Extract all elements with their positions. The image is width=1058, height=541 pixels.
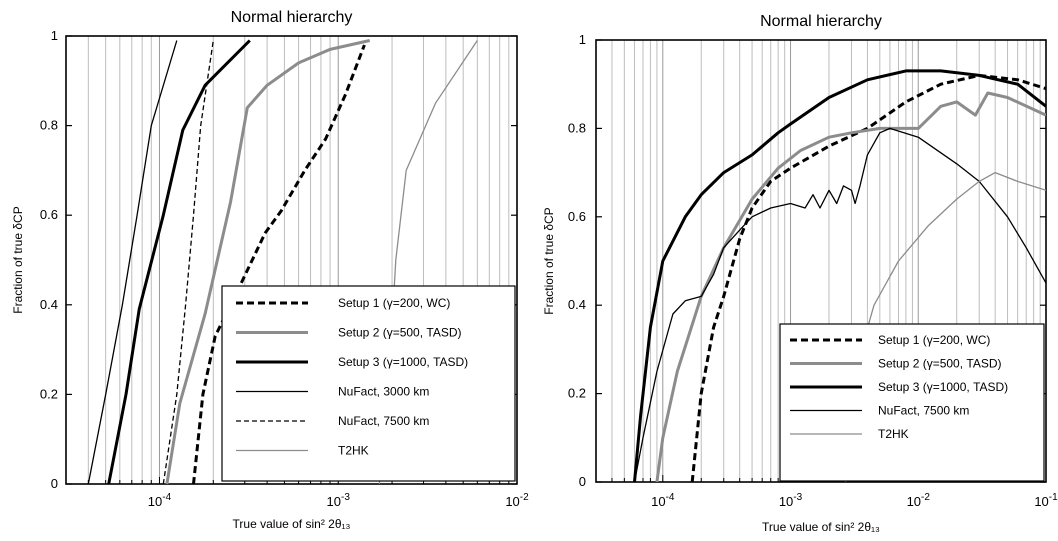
x-tick-exponent: -2 <box>921 492 930 503</box>
y-tick-label: 0.8 <box>40 118 58 133</box>
chart-title: Normal hierarchy <box>760 13 882 30</box>
legend: Setup 1 (γ=200, WC) Setup 2 (γ=500, TASD)… <box>779 323 1045 482</box>
x-tick-label: 10-2 <box>505 492 529 509</box>
x-tick-exponent: -1 <box>1049 492 1058 503</box>
x-tick-label: 10-4 <box>148 492 172 509</box>
legend-label-3: Setup 3 (γ=1000, TASD) <box>338 355 468 369</box>
x-tick-label: 10-3 <box>779 492 803 509</box>
y-tick-label: 0.6 <box>40 207 58 222</box>
legend-label-4: NuFact, 3000 km <box>338 385 429 399</box>
x-tick-label: 10-2 <box>907 492 931 509</box>
y-tick-label: 0 <box>579 474 586 489</box>
y-axis-label: Fraction of true δCP <box>11 206 25 313</box>
y-tick-label: 1 <box>51 28 58 43</box>
legend-label-4: NuFact, 7500 km <box>878 404 969 418</box>
legend-label-1: Setup 1 (γ=200, WC) <box>338 296 450 310</box>
x-tick-base: 10 <box>148 494 162 509</box>
y-tick-label: 1 <box>579 32 586 47</box>
y-tick-label: 0.8 <box>568 120 586 135</box>
legend-label-5: T2HK <box>878 427 909 441</box>
series-line-3 <box>633 69 1046 482</box>
series-line-2 <box>165 39 371 484</box>
y-axis-label: Fraction of true δCP <box>542 207 556 314</box>
x-tick-base: 10 <box>327 494 341 509</box>
x-tick-exponent: -4 <box>666 492 675 503</box>
legend: Setup 1 (γ=200, WC) Setup 2 (γ=500, TASD)… <box>221 285 516 482</box>
legend-label-2: Setup 2 (γ=500, TASD) <box>338 326 462 340</box>
plot-frame <box>595 39 1047 483</box>
x-tick-label: 10-1 <box>1034 492 1058 509</box>
x-tick-base: 10 <box>907 494 921 509</box>
legend-box <box>779 323 1045 482</box>
x-tick-label: 10-4 <box>651 492 675 509</box>
plot-frame <box>65 35 518 485</box>
x-tick-exponent: -3 <box>793 492 802 503</box>
x-tick-label: 10-3 <box>327 492 351 509</box>
series-line-1 <box>690 73 1046 482</box>
x-tick-base: 10 <box>651 494 665 509</box>
legend-label-1: Setup 1 (γ=200, WC) <box>878 333 990 347</box>
y-tick-label: 0.2 <box>40 386 58 401</box>
x-tick-exponent: -4 <box>162 492 171 503</box>
x-axis-label: True value of sin² 2θ₁₃ <box>233 517 351 531</box>
series-line-1 <box>192 44 366 484</box>
x-tick-base: 10 <box>505 494 519 509</box>
y-tick-label: 0.4 <box>568 297 586 312</box>
legend-label-3: Setup 3 (γ=1000, TASD) <box>878 380 1008 394</box>
legend-label-6: T2HK <box>338 444 369 458</box>
series-group <box>87 39 478 484</box>
series-line-5 <box>162 40 214 484</box>
series-line-4 <box>87 40 178 484</box>
series-group <box>633 69 1046 482</box>
x-axis-label: True value of sin² 2θ₁₃ <box>762 520 880 534</box>
y-tick-label: 0.6 <box>568 209 586 224</box>
y-tick-label: 0.2 <box>568 386 586 401</box>
y-tick-label: 0 <box>51 476 58 491</box>
legend-box <box>221 285 516 482</box>
x-tick-exponent: -2 <box>520 492 529 503</box>
legend-label-5: NuFact, 7500 km <box>338 414 429 428</box>
x-tick-base: 10 <box>779 494 793 509</box>
series-line-4 <box>633 127 1046 482</box>
legend-label-2: Setup 2 (γ=500, TASD) <box>878 357 1002 371</box>
chart-title: Normal hierarchy <box>231 9 353 26</box>
x-tick-exponent: -3 <box>341 492 350 503</box>
x-tick-base: 10 <box>1034 494 1048 509</box>
y-tick-label: 0.4 <box>40 297 58 312</box>
series-line-3 <box>107 39 251 484</box>
